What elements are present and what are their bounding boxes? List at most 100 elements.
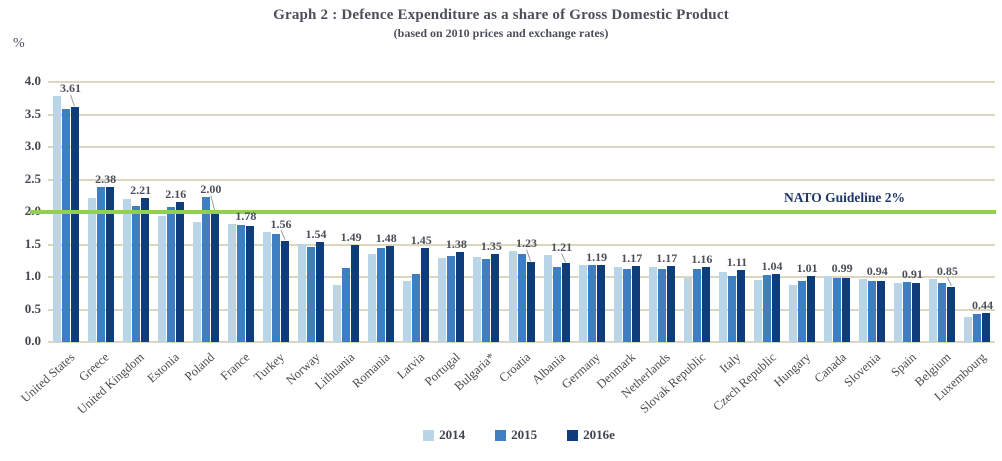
legend-label: 2016e [583,427,615,442]
legend-item-2015: 2015 [495,427,537,443]
value-label: 0.94 [866,263,888,278]
gridline [48,81,995,83]
value-label: 1.48 [375,230,397,245]
bar-2015 [692,268,701,342]
bar-2015 [131,205,140,342]
bar-2016e [105,187,114,342]
value-label: 1.01 [796,261,818,276]
bar-2014 [122,199,131,342]
value-label: 1.54 [305,226,327,241]
bar-2015 [938,282,947,342]
nato-guideline-line [30,210,996,214]
y-tick-label: 3.0 [24,138,41,153]
value-label: 1.56 [270,216,292,231]
gridline [48,243,995,246]
bar-2016e [140,198,149,342]
bar-2016e [982,313,991,342]
bar-2015 [903,282,912,342]
bar-2015 [763,275,772,342]
bar-2015 [271,234,280,342]
value-label: 2.16 [165,186,187,201]
bar-2014 [298,243,307,342]
value-label: 2.00 [200,182,222,197]
legend-label: 2015 [511,427,538,442]
bar-2016e [70,107,79,342]
legend-swatch [567,429,579,441]
legend-swatch [423,429,435,441]
value-label: 0.44 [971,298,993,313]
value-label: 2.21 [130,183,152,198]
gridline [48,146,995,148]
bar-2016e [386,245,395,342]
y-tick-label: 0.5 [24,300,41,316]
bar-2015 [552,266,561,342]
bar-2014 [52,96,61,342]
bar-2016e [421,247,430,342]
bar-2014 [368,254,377,342]
y-tick-label: 0.0 [24,333,41,348]
bar-2016e [807,276,816,342]
bar-2015 [307,247,316,342]
bar-2014 [438,257,447,342]
value-label: 1.16 [691,251,713,266]
bar-2014 [683,277,692,342]
bar-2016e [736,269,745,342]
value-label: 1.17 [656,250,678,265]
bar-2016e [210,212,219,342]
chart-subtitle: (based on 2010 prices and exchange rates… [393,26,609,40]
chart-title: Graph 2 : Defence Expenditure as a share… [273,7,729,23]
bar-2016e [175,201,184,342]
bar-2016e [316,241,325,342]
value-label: 1.45 [410,232,432,247]
bar-2016e [666,265,675,342]
bar-2015 [166,207,175,342]
bar-2014 [964,317,973,342]
legend: 2014 2015 2016e [0,427,1002,443]
value-label: 1.49 [340,230,362,245]
value-label: 1.35 [480,239,502,254]
legend-swatch [495,429,507,441]
bar-2015 [412,274,421,342]
bar-2015 [96,187,105,342]
bar-2015 [377,247,386,342]
bar-2014 [578,265,587,342]
bar-2014 [87,198,96,342]
legend-item-2016e: 2016e [567,427,615,443]
bar-2014 [403,280,412,342]
bar-2014 [192,221,201,342]
bar-2016e [456,252,465,342]
bar-2014 [824,276,833,342]
value-label: 1.17 [621,250,643,265]
value-label: 0.91 [901,267,923,282]
bar-2016e [491,254,500,342]
bar-2016e [947,286,956,342]
value-label: 1.19 [586,249,608,264]
bar-2014 [929,278,938,342]
y-tick-label: 1.0 [24,268,41,283]
bar-2015 [587,265,596,342]
bar-2016e [772,274,781,342]
value-label: 1.04 [761,259,783,274]
value-label: 1.38 [445,237,467,252]
bar-2014 [613,267,622,342]
bar-2015 [833,278,842,342]
bar-2016e [245,226,254,342]
y-tick-label: 2.5 [24,170,41,186]
bar-2015 [201,197,210,342]
bar-2014 [718,271,727,342]
value-label: 1.78 [235,208,257,223]
bar-2016e [596,264,605,342]
bar-2015 [447,256,456,342]
bar-2014 [894,282,903,342]
bar-2014 [543,254,552,342]
bar-2014 [262,231,271,342]
bar-2014 [648,267,657,342]
bar-2016e [561,263,570,342]
nato-guideline-label: NATO Guideline 2% [784,190,906,205]
bar-2015 [482,259,491,342]
bar-2015 [798,280,807,342]
gridline [48,178,995,181]
bar-2015 [61,108,70,342]
value-label: 0.99 [831,261,853,276]
